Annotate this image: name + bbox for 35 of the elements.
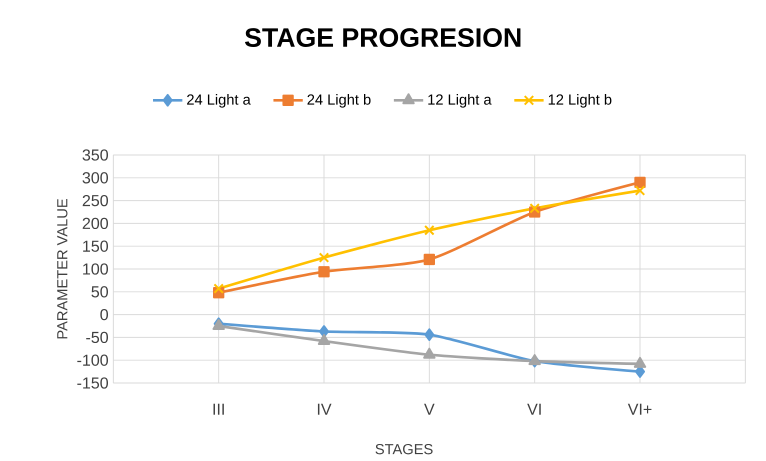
chart-title: STAGE PROGRESION — [244, 28, 520, 47]
point — [213, 283, 224, 294]
x-tick-label: VI+ — [628, 404, 652, 415]
point — [634, 176, 646, 188]
point — [634, 356, 646, 368]
legend-label: 12 Light a — [428, 94, 492, 108]
point — [318, 252, 330, 263]
point — [318, 334, 330, 346]
y-tick-label: 300 — [82, 172, 108, 184]
y-tick-label: 150 — [83, 240, 108, 252]
y-tick-label: 50 — [91, 286, 108, 298]
y-tick-label: -100 — [77, 354, 108, 366]
point — [529, 203, 540, 214]
y-tick-label: 100 — [83, 263, 108, 275]
y-tick-label: -50 — [86, 332, 108, 344]
y-tick-label: -150 — [77, 377, 108, 389]
x-tick-label: V — [424, 404, 435, 415]
x-tick-label: IV — [318, 404, 332, 415]
legend-label: 24 Light b — [308, 94, 371, 108]
point — [318, 266, 330, 278]
y-tick-label: 0 — [100, 308, 108, 320]
point — [424, 254, 436, 266]
x-axis-title: STAGES — [376, 444, 433, 454]
y-axis-title: PARAMETER VALUE — [57, 199, 68, 338]
point — [424, 328, 434, 341]
x-tick-label: III — [213, 404, 224, 415]
y-tick-label: 350 — [82, 149, 108, 161]
y-tick-label: 200 — [82, 218, 108, 230]
point — [423, 348, 436, 359]
x-tick-label: VI — [527, 404, 541, 415]
y-tick-label: 250 — [82, 194, 108, 206]
point — [424, 225, 435, 236]
legend-label: 12 Light b — [548, 94, 612, 108]
legend-label: 24 Light a — [187, 94, 251, 108]
point — [634, 185, 646, 196]
